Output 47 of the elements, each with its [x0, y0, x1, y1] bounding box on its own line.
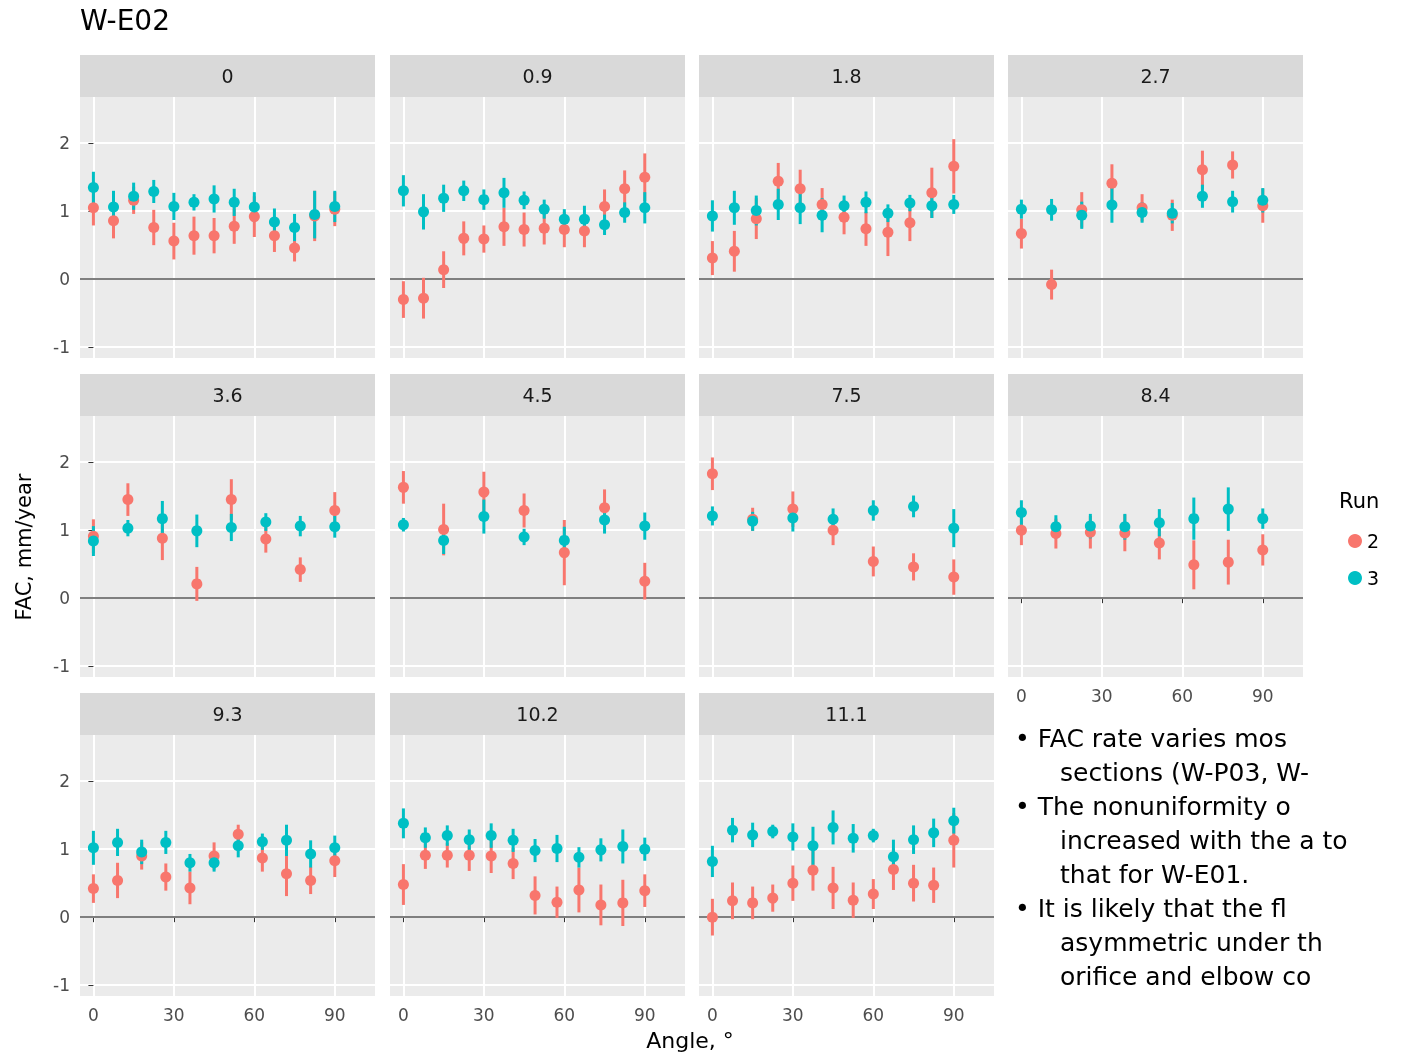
x-tick-label: 90 — [1251, 685, 1274, 706]
chart-title: 1.8 — [699, 55, 994, 97]
x-tick-label: 60 — [553, 1004, 576, 1025]
text: • The nonuniformity o increased with the a to that for W-E01. — [1015, 791, 1349, 891]
x-tick-label: 30 — [473, 1004, 495, 1025]
x-tick-label: 0 — [398, 1004, 409, 1025]
y-tick-label: -1 — [53, 656, 70, 677]
x-tick-label: 0 — [1016, 685, 1027, 706]
y-axis-title: FAC, mm/year — [12, 473, 36, 620]
x-tick-label: 30 — [1091, 685, 1113, 706]
legend-label: 3 — [1367, 567, 1380, 589]
x-tick-label: 0 — [707, 1004, 718, 1025]
x-tick-label: 30 — [782, 1004, 804, 1025]
x-tick-label: 60 — [243, 1004, 266, 1025]
x-tick-label: 90 — [323, 1004, 346, 1025]
text: • It is likely that the fl asymmetric under th orifice and elbow co — [1015, 893, 1324, 993]
x-tick-label: 60 — [862, 1004, 885, 1025]
chart-title: 11.1 — [699, 693, 994, 735]
chart-title: 0.9 — [390, 55, 685, 97]
y-tick-label: 2 — [59, 771, 70, 792]
chart-title: 7.5 — [699, 374, 994, 416]
chart-title: 4.5 — [390, 374, 685, 416]
text: W-E02 — [80, 4, 170, 37]
y-tick-label: -1 — [53, 337, 70, 358]
legend-label: 2 — [1367, 530, 1380, 552]
legend-title: Run — [1339, 489, 1380, 513]
chart-title: 3.6 — [80, 374, 375, 416]
chart-title: 9.3 — [80, 693, 375, 735]
y-tick-label: 2 — [59, 133, 70, 154]
text: • FAC rate varies mos sections (W-P03, W- — [1015, 723, 1310, 789]
x-tick-label: 90 — [633, 1004, 656, 1025]
y-tick-label: 0 — [59, 269, 70, 290]
y-tick-label: 1 — [59, 839, 70, 860]
chart-title: 2.7 — [1008, 55, 1303, 97]
y-tick-label: 1 — [59, 520, 70, 541]
y-tick-label: 0 — [59, 588, 70, 609]
chart-title: 10.2 — [390, 693, 685, 735]
x-tick-label: 0 — [88, 1004, 99, 1025]
x-tick-label: 30 — [163, 1004, 185, 1025]
y-tick-label: 1 — [59, 201, 70, 222]
y-tick-label: 0 — [59, 907, 70, 928]
x-tick-label: 90 — [942, 1004, 965, 1025]
y-tick-label: -1 — [53, 975, 70, 996]
x-tick-label: 60 — [1171, 685, 1194, 706]
chart-title: 8.4 — [1008, 374, 1303, 416]
y-tick-label: 2 — [59, 452, 70, 473]
x-axis-title: Angle, ° — [645, 1028, 735, 1053]
